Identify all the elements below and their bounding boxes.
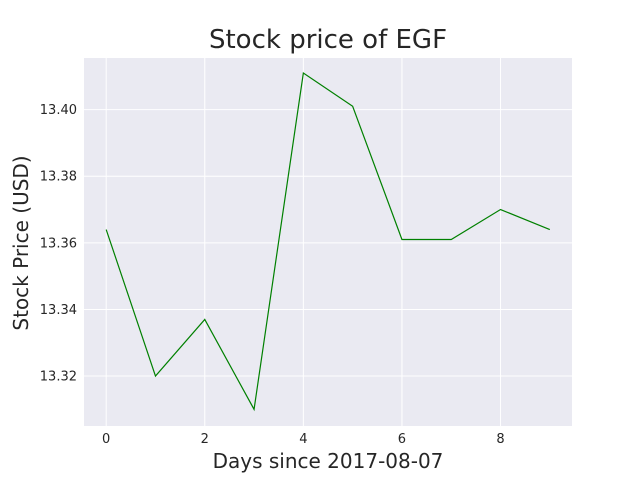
y-axis-label: Stock Price (USD) [9,155,33,330]
series-layer [105,71,551,412]
x-tick-labels: 0 2 4 6 8 [102,432,505,447]
x-tick-label: 0 [102,432,110,447]
x-tick-label: 6 [398,432,406,447]
y-tick-label: 13.38 [40,170,77,185]
chart-title: Stock price of EGF [209,25,447,55]
series-line-egf [105,71,551,412]
x-axis-label: Days since 2017-08-07 [213,449,444,473]
y-tick-label: 13.40 [40,103,77,118]
y-gridlines [84,109,572,377]
y-tick-label: 13.32 [40,370,77,385]
x-gridlines [105,58,502,426]
y-tick-label: 13.34 [40,303,77,318]
y-tick-labels: 13.32 13.34 13.36 13.38 13.40 [40,103,77,384]
x-tick-label: 2 [201,432,209,447]
x-tick-label: 8 [496,432,504,447]
x-tick-label: 4 [299,432,307,447]
plot-area [84,58,572,426]
y-tick-label: 13.36 [40,236,77,251]
